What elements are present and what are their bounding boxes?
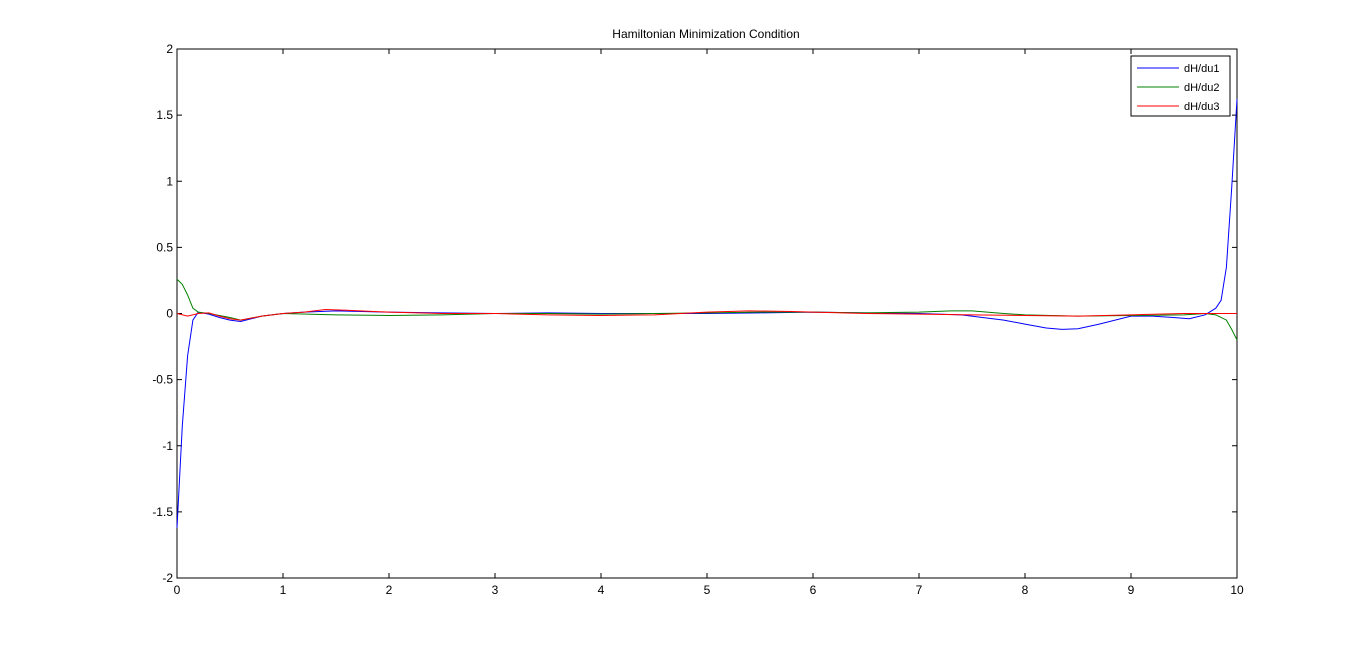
y-tick-label: 2 [166, 42, 173, 56]
x-tick-label: 1 [280, 583, 287, 597]
y-tick-label: -1 [162, 439, 173, 453]
x-tick-label: 5 [704, 583, 711, 597]
x-tick-label: 10 [1230, 583, 1244, 597]
series-line-3 [176, 309, 1237, 321]
y-tick-label: 1 [166, 174, 173, 188]
legend: dH/du1 dH/du2 dH/du3 [1130, 55, 1231, 117]
chart-title: Hamiltonian Minimization Condition [612, 27, 799, 41]
axis-ticks: 0 1 2 3 4 5 6 7 8 9 10 -2 -1.5 -1 -0.5 0 0.5 1 1.5 2 [152, 42, 1244, 597]
legend-label-2: dH/du2 [1184, 82, 1219, 94]
series-line-1 [176, 99, 1238, 528]
x-tick-label: 9 [1128, 583, 1135, 597]
legend-entries: dH/du1 dH/du2 dH/du3 [1137, 63, 1219, 113]
y-tick-label: 0 [166, 307, 173, 321]
x-tick-label: 7 [916, 583, 923, 597]
x-tick-label: 8 [1022, 583, 1029, 597]
y-tick-label: -1.5 [152, 505, 173, 519]
y-tick-label: 1.5 [156, 108, 173, 122]
y-tick-label: 0.5 [156, 240, 173, 254]
x-tick-label: 3 [492, 583, 499, 597]
x-tick-label: 0 [174, 583, 181, 597]
legend-label-3: dH/du3 [1184, 101, 1219, 113]
legend-label-1: dH/du1 [1184, 63, 1219, 75]
y-tick-label: -2 [162, 571, 173, 585]
x-tick-label: 4 [598, 583, 605, 597]
series-lines [176, 99, 1238, 528]
x-tick-label: 2 [386, 583, 393, 597]
x-tick-label: 6 [810, 583, 817, 597]
y-tick-label: -0.5 [152, 373, 173, 387]
